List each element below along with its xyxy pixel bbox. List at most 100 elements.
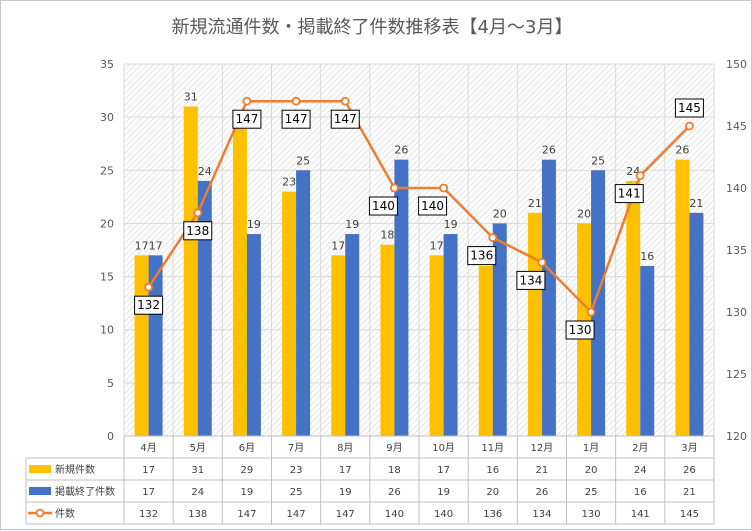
y-tick-label: 0 — [107, 430, 114, 443]
table-cell: 140 — [434, 509, 453, 520]
y2-tick-label: 140 — [726, 182, 747, 195]
table-cell: 17 — [339, 465, 352, 476]
bar-ended — [296, 170, 311, 437]
table-cell: 16 — [634, 487, 647, 498]
line-data-label: 140 — [418, 196, 448, 216]
category-label: 2月 — [632, 442, 648, 454]
table-cell: 19 — [339, 487, 352, 498]
bar-data-label: 25 — [591, 154, 605, 167]
table-cell: 26 — [536, 487, 549, 498]
bar-new — [134, 255, 149, 436]
line-data-label: 136 — [467, 246, 497, 266]
category-label: 5月 — [190, 442, 206, 454]
bar-ended — [394, 159, 409, 436]
line-point — [193, 208, 203, 218]
svg-text:147: 147 — [285, 112, 308, 126]
table-cell: 24 — [191, 487, 204, 498]
bar-new — [675, 159, 690, 436]
bar-data-label: 21 — [689, 197, 703, 210]
line-data-label: 147 — [281, 109, 311, 129]
line-data-label: 147 — [232, 109, 262, 129]
svg-text:134: 134 — [519, 273, 542, 287]
y2-tick-label: 125 — [726, 368, 747, 381]
bar-data-label: 25 — [296, 154, 310, 167]
y2-tick-label: 145 — [726, 120, 747, 133]
line-data-label: 138 — [183, 221, 213, 241]
table-cell: 138 — [188, 509, 207, 520]
category-label: 9月 — [386, 442, 402, 454]
y2-tick-label: 120 — [726, 430, 747, 443]
svg-text:141: 141 — [618, 187, 641, 201]
table-cell: 19 — [241, 487, 254, 498]
category-label: 10月 — [432, 442, 455, 454]
table-cell: 24 — [634, 465, 647, 476]
bar-data-label: 19 — [345, 218, 359, 231]
bar-data-label: 26 — [675, 144, 689, 157]
legend-label: 件数 — [55, 507, 75, 520]
legend-label: 掲載終了件数 — [55, 485, 115, 498]
table-cell: 29 — [241, 465, 254, 476]
bar-data-label: 17 — [331, 239, 345, 252]
category-label: 3月 — [681, 442, 697, 454]
y-tick-label: 35 — [100, 58, 114, 71]
legend-label: 新規件数 — [55, 463, 95, 476]
line-point — [635, 171, 645, 181]
svg-text:138: 138 — [186, 224, 209, 238]
svg-text:147: 147 — [334, 112, 357, 126]
table-cell: 19 — [437, 487, 450, 498]
table-cell: 17 — [142, 465, 155, 476]
y-axis-right: 120 125 130 135 140 145 150 — [726, 58, 747, 443]
svg-text:130: 130 — [569, 323, 592, 337]
svg-text:140: 140 — [421, 199, 444, 213]
line-point — [291, 96, 301, 106]
bar-new — [282, 191, 297, 436]
bar-ended — [541, 159, 556, 436]
table-cell: 136 — [483, 509, 502, 520]
table-cell: 140 — [385, 509, 404, 520]
line-data-label: 134 — [516, 270, 546, 290]
bar-data-label: 17 — [135, 239, 149, 252]
legend-key — [29, 465, 51, 473]
bar-data-label: 18 — [380, 229, 394, 242]
table-cell: 16 — [486, 465, 499, 476]
bar-data-label: 20 — [493, 207, 507, 220]
bar-new — [527, 212, 542, 436]
line-point — [586, 307, 596, 317]
table-cell: 20 — [486, 487, 499, 498]
table-cell: 147 — [237, 509, 256, 520]
table-cell: 18 — [388, 465, 401, 476]
svg-text:136: 136 — [470, 249, 493, 263]
category-label: 12月 — [531, 442, 554, 454]
line-point — [439, 183, 448, 193]
category-label: 4月 — [140, 442, 156, 454]
bar-data-label: 17 — [430, 239, 444, 252]
bar-ended — [246, 234, 261, 436]
line-point — [144, 282, 153, 292]
table-cell: 147 — [287, 509, 306, 520]
bar-ended — [640, 265, 655, 436]
bar-data-label: 24 — [198, 165, 212, 178]
bar-data-label: 16 — [640, 250, 654, 263]
bar-data-label: 19 — [247, 218, 261, 231]
bar-ended — [492, 223, 507, 436]
y2-tick-label: 150 — [726, 58, 747, 71]
table-cell: 130 — [582, 509, 601, 520]
table-cell: 31 — [191, 465, 204, 476]
bar-ended — [443, 234, 458, 436]
table-cell: 17 — [142, 487, 155, 498]
y-tick-label: 25 — [100, 164, 114, 177]
category-label: 6月 — [239, 442, 255, 454]
table-cell: 23 — [290, 465, 303, 476]
bar-data-label: 26 — [542, 144, 556, 157]
y-tick-label: 30 — [100, 111, 114, 124]
bar-new — [626, 180, 641, 436]
y-tick-label: 15 — [100, 271, 114, 284]
legend-key-marker — [35, 508, 45, 518]
category-label: 11月 — [481, 442, 504, 454]
line-point — [685, 121, 694, 131]
chart-title: 新規流通件数・掲載終了件数推移表【4月～3月】 — [172, 17, 573, 38]
y2-tick-label: 130 — [726, 306, 747, 319]
bar-new — [429, 255, 444, 436]
